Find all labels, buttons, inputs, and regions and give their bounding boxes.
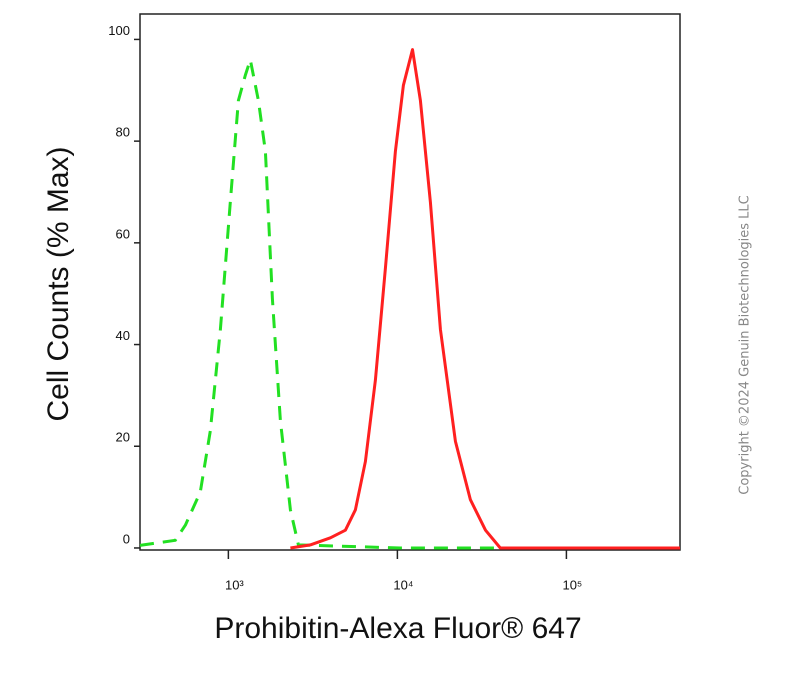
y-axis-title: Cell Counts (% Max) xyxy=(42,146,75,421)
histogram-line xyxy=(139,58,680,550)
plot-frame xyxy=(139,13,681,551)
x-tick-label: 10³ xyxy=(225,577,244,592)
y-tick-label: 40 xyxy=(116,328,130,343)
copyright: Copyright ©2024 Genuin Biotechnologies L… xyxy=(738,195,753,494)
x-tick-label: 10⁵ xyxy=(562,577,582,592)
y-tick-label: 100 xyxy=(108,23,130,38)
y-tick-label: 80 xyxy=(116,125,130,140)
y-tick-label: 60 xyxy=(116,226,130,241)
y-tick-label: 20 xyxy=(116,430,130,445)
x-axis-title: Prohibitin-Alexa Fluor® 647 xyxy=(214,612,581,645)
y-tick-label: 0 xyxy=(123,531,130,546)
x-tick-label: 10⁴ xyxy=(393,577,413,592)
histogram-line xyxy=(290,48,680,550)
